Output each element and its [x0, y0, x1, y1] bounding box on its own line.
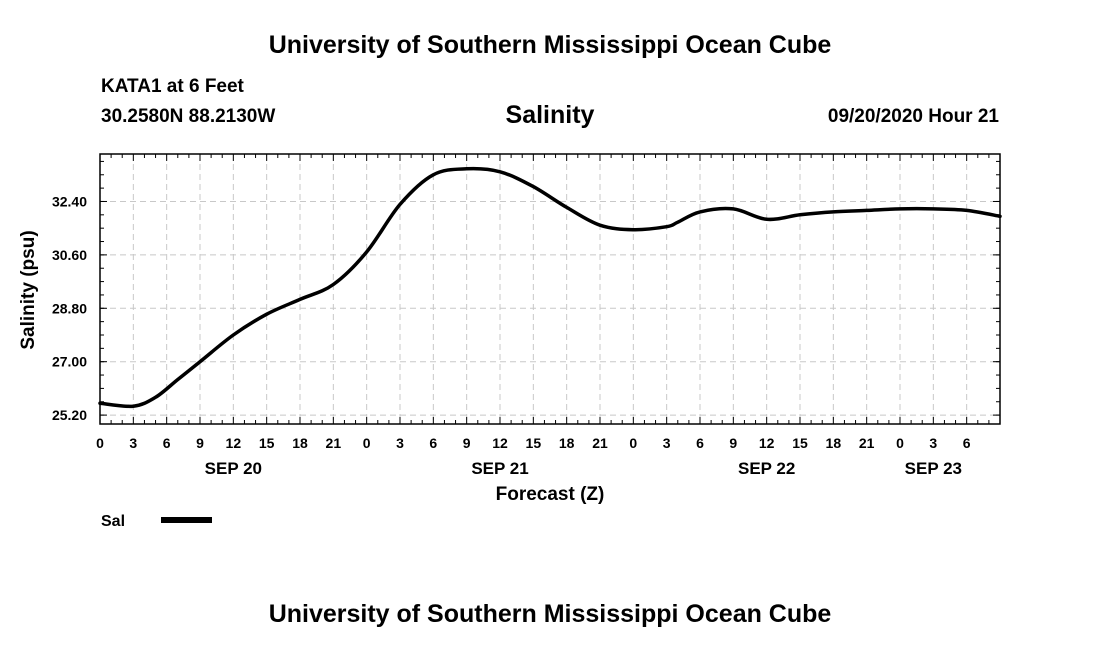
y-tick-label: 30.60	[52, 247, 87, 263]
x-tick-label: 3	[396, 435, 404, 451]
x-tick-label: 15	[792, 435, 808, 451]
x-tick-label: 6	[429, 435, 437, 451]
x-tick-label: 0	[896, 435, 904, 451]
date-label: SEP 23	[905, 459, 962, 478]
x-tick-label: 21	[326, 435, 342, 451]
station-coordinates: 30.2580N 88.2130W	[101, 106, 276, 127]
series-layer	[98, 166, 1002, 409]
x-tick-label: 15	[526, 435, 542, 451]
y-tick-label: 25.20	[52, 407, 87, 423]
x-tick-label: 18	[559, 435, 575, 451]
x-axis-label: Forecast (Z)	[496, 484, 605, 505]
station-name: KATA1 at 6 Feet	[101, 76, 244, 97]
x-tick-label: 21	[859, 435, 875, 451]
chart-title: Salinity	[505, 101, 595, 129]
x-tick-label: 6	[696, 435, 704, 451]
top-title: University of Southern Mississippi Ocean…	[268, 31, 832, 59]
x-tick-label: 9	[463, 435, 471, 451]
x-tick-label: 0	[96, 435, 104, 451]
x-tick-label: 0	[629, 435, 637, 451]
x-tick-label: 9	[196, 435, 204, 451]
x-tick-label: 12	[492, 435, 508, 451]
bottom-title: University of Southern Mississippi Ocean…	[268, 600, 832, 628]
x-tick-label: 3	[663, 435, 671, 451]
plot-frame	[99, 153, 1001, 425]
date-label: SEP 20	[205, 459, 262, 478]
date-label: SEP 22	[738, 459, 795, 478]
date-label: SEP 21	[471, 459, 528, 478]
x-tick-label: 12	[226, 435, 242, 451]
x-tick-label: 3	[129, 435, 137, 451]
y-axis-label: Salinity (psu)	[18, 230, 39, 349]
x-tick-label: 3	[929, 435, 937, 451]
x-tick-label: 6	[963, 435, 971, 451]
x-tick-label: 6	[163, 435, 171, 451]
x-tick-label: 12	[759, 435, 775, 451]
legend: Sal	[101, 513, 212, 530]
y-tick-label: 27.00	[52, 354, 87, 370]
x-tick-label: 15	[259, 435, 275, 451]
axis-ticks	[99, 154, 1001, 424]
x-tick-label: 21	[592, 435, 608, 451]
forecast-datetime: 09/20/2020 Hour 21	[827, 106, 999, 127]
series-line-salinity	[98, 166, 1002, 409]
x-tick-label: 18	[826, 435, 842, 451]
y-tick-label: 32.40	[52, 193, 87, 209]
y-tick-label: 28.80	[52, 300, 87, 316]
axis-labels: 25.20 27.00 28.80 30.60 32.40 0 3 6 9 12 15 18 21 0 3 6…	[52, 193, 971, 478]
x-tick-label: 9	[729, 435, 737, 451]
grid	[100, 154, 1000, 424]
x-tick-label: 18	[292, 435, 308, 451]
legend-label: Sal	[101, 513, 125, 530]
x-tick-label: 0	[363, 435, 371, 451]
